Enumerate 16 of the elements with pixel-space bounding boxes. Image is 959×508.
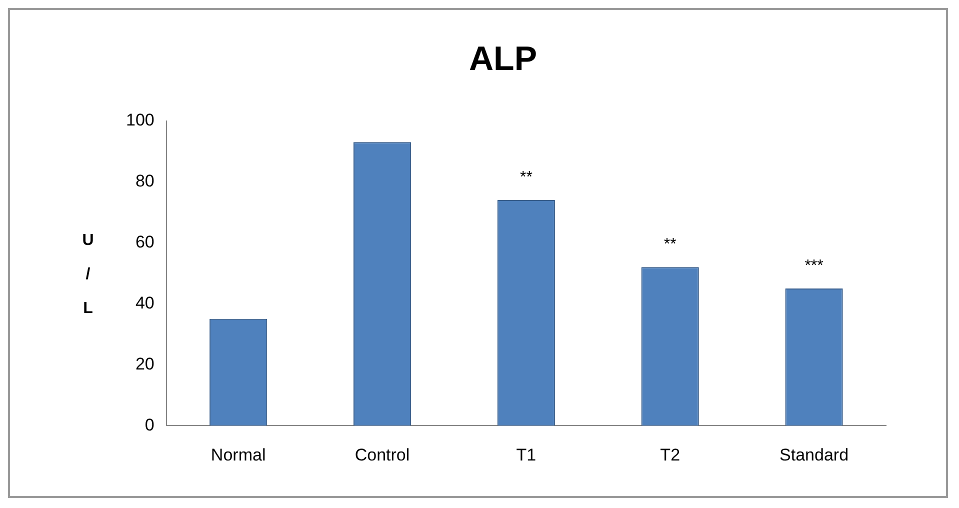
x-tick-label: Control — [354, 445, 410, 464]
x-tick-label: Normal — [210, 445, 266, 464]
x-tick-label: T2 — [660, 445, 680, 464]
y-tick-label: 0 — [144, 415, 154, 434]
chart-title: ALP — [469, 40, 537, 78]
annotation: ** — [664, 236, 676, 254]
y-tick-label: 80 — [135, 171, 154, 190]
y-tick-label: 20 — [135, 354, 154, 374]
y-tick-label: 60 — [135, 232, 154, 252]
annotation: *** — [804, 257, 824, 274]
y-axis-title: U / L — [82, 232, 94, 318]
x-tick-label: T1 — [516, 445, 536, 464]
annotation: ** — [520, 169, 532, 186]
y-tick-label: 40 — [135, 293, 154, 312]
x-tick-label: Standard — [780, 445, 849, 464]
y-tick-label: 100 — [126, 110, 154, 130]
